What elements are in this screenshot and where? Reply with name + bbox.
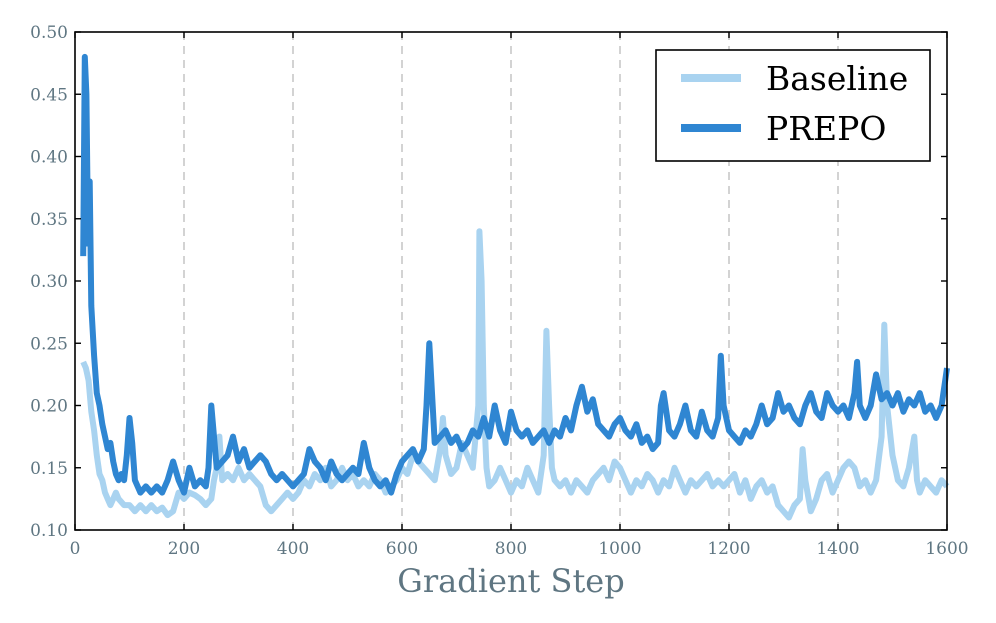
y-tick-label: 0.25 xyxy=(30,334,68,354)
series-line-prepo xyxy=(80,53,950,496)
axis-ticks: 0 200 400 600 800 1000 1200 1400 1600 0.10 0.15 0.2… xyxy=(30,23,968,559)
series-line-baseline xyxy=(80,228,950,521)
y-tick-label: 0.30 xyxy=(30,272,68,292)
x-tick-label: 200 xyxy=(168,539,200,559)
x-tick-label: 600 xyxy=(386,539,418,559)
x-tick-label: 1200 xyxy=(707,539,750,559)
y-tick-label: 0.45 xyxy=(30,85,68,105)
legend-label-prepo: PREPO xyxy=(766,109,886,148)
x-axis-title: Gradient Step xyxy=(397,562,624,600)
legend: Baseline PREPO xyxy=(655,49,931,162)
x-tick-label: 0 xyxy=(70,539,81,559)
x-tick-label: 1000 xyxy=(598,539,641,559)
y-tick-label: 0.40 xyxy=(30,148,68,168)
x-tick-label: 800 xyxy=(495,539,527,559)
legend-label-baseline: Baseline xyxy=(766,59,908,98)
y-tick-label: 0.35 xyxy=(30,210,68,230)
y-tick-label: 0.50 xyxy=(30,23,68,43)
x-tick-label: 1600 xyxy=(925,539,968,559)
y-tick-label: 0.15 xyxy=(30,459,68,479)
y-tick-label: 0.10 xyxy=(30,521,68,541)
x-tick-label: 400 xyxy=(277,539,309,559)
y-tick-label: 0.20 xyxy=(30,397,68,417)
x-tick-label: 1400 xyxy=(816,539,859,559)
legend-box xyxy=(655,49,931,162)
series-lines xyxy=(80,53,950,521)
